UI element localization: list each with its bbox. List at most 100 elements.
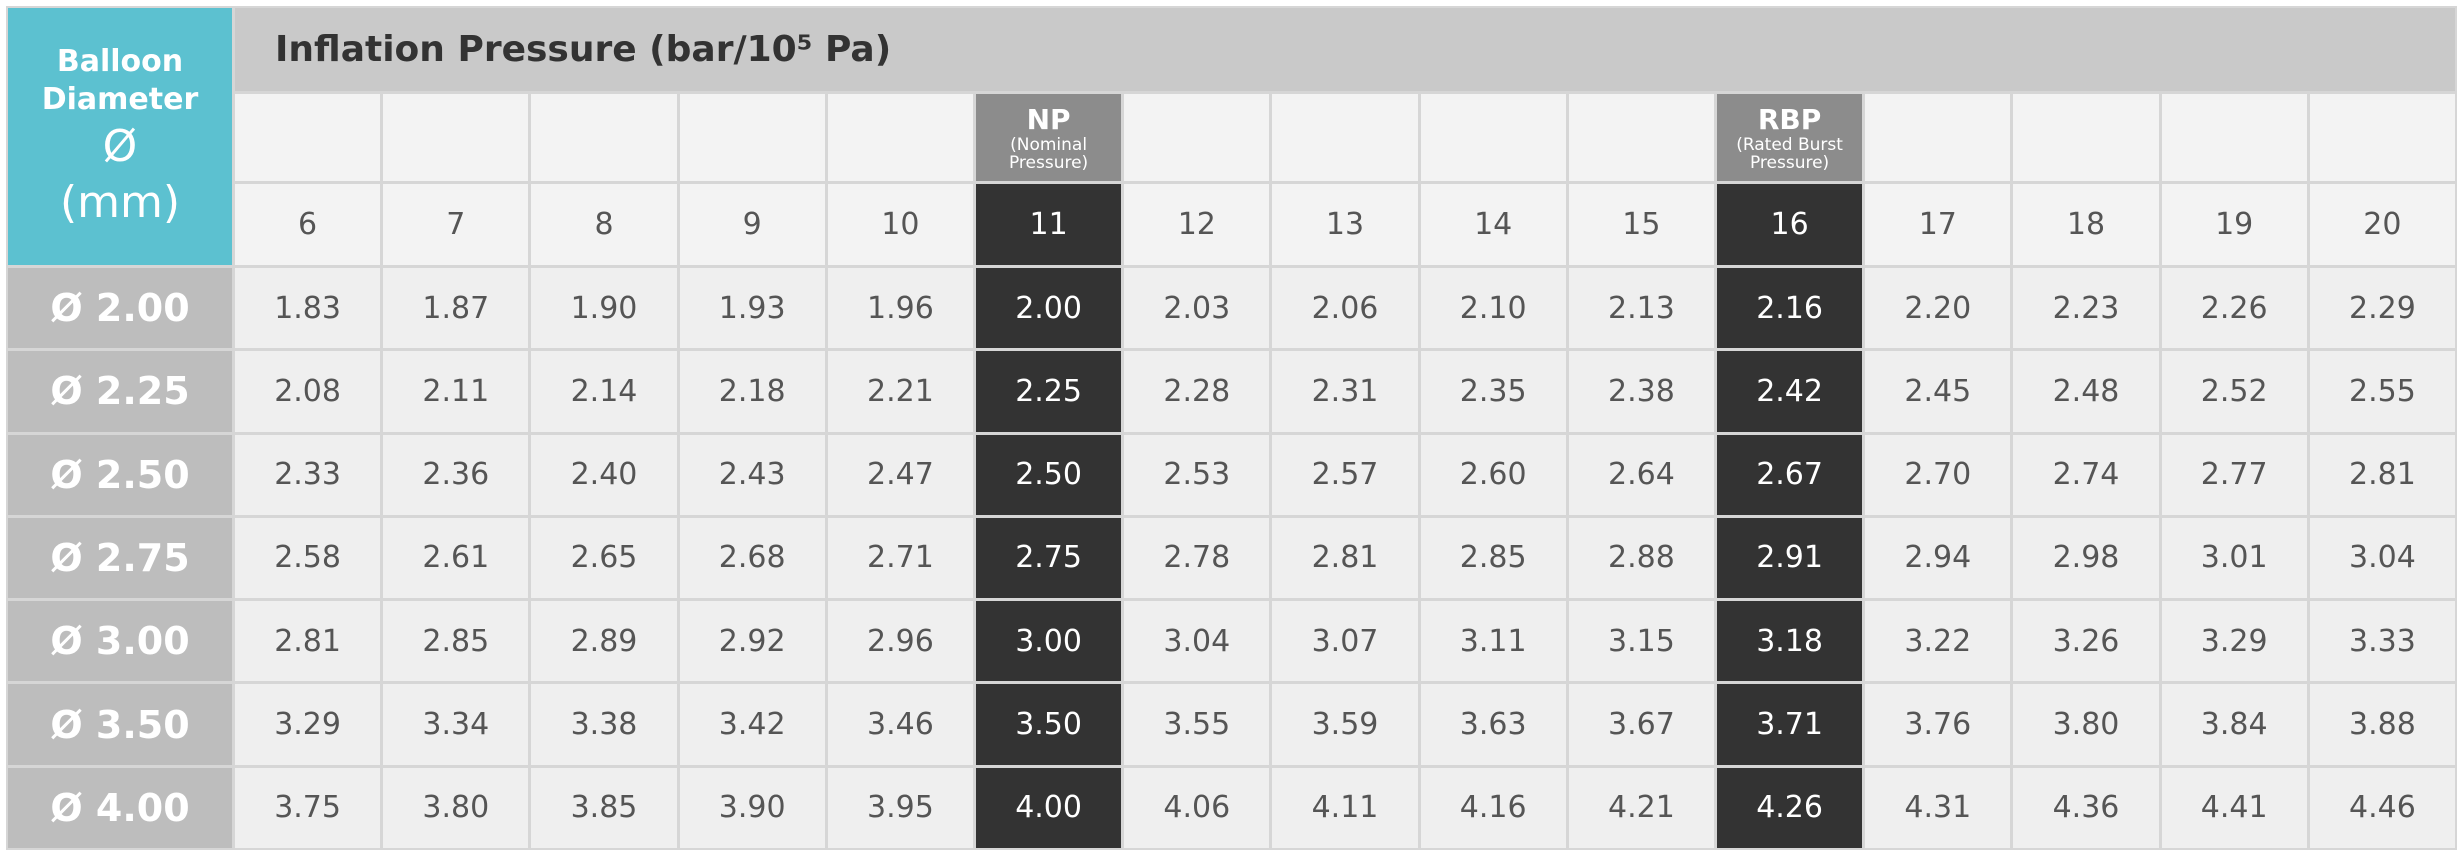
value-cell: 2.98 xyxy=(2013,517,2159,599)
pressure-header: 10 xyxy=(827,184,973,265)
value-cell: 2.18 xyxy=(679,351,825,432)
value-cell: 2.67 xyxy=(1716,434,1863,515)
corner-line: Ø xyxy=(102,120,138,172)
marker-cell xyxy=(383,94,529,181)
value-cell: 2.85 xyxy=(1420,517,1566,599)
value-cell: 2.43 xyxy=(679,434,825,515)
value-cell: 2.88 xyxy=(1568,517,1714,599)
value-cell: 3.63 xyxy=(1420,684,1566,765)
marker-cell xyxy=(1865,94,2011,181)
pressure-header: 15 xyxy=(1568,184,1714,265)
value-cell: 3.50 xyxy=(975,684,1122,765)
value-cell: 3.07 xyxy=(1272,601,1418,682)
value-cell: 4.26 xyxy=(1716,767,1863,848)
value-cell: 3.46 xyxy=(827,684,973,765)
pressure-header: 7 xyxy=(383,184,529,265)
marker-note: (Rated Burst Pressure) xyxy=(1736,134,1843,173)
value-cell: 2.29 xyxy=(2309,268,2455,349)
value-cell: 2.81 xyxy=(1272,517,1418,599)
marker-cell: RBP (Rated Burst Pressure) xyxy=(1716,94,1863,181)
value-cell: 2.81 xyxy=(235,601,381,682)
value-cell: 1.83 xyxy=(235,268,381,349)
pressure-header: 8 xyxy=(531,184,677,265)
value-cell: 2.91 xyxy=(1716,517,1863,599)
marker-cell xyxy=(2161,94,2307,181)
marker-cell xyxy=(1272,94,1418,181)
marker-cell xyxy=(1420,94,1566,181)
value-cell: 2.45 xyxy=(1865,351,2011,432)
pressure-table: Balloon Diameter Ø (mm) Inflation Pressu… xyxy=(6,6,2457,850)
pressure-header: 12 xyxy=(1124,184,1270,265)
value-cell: 2.06 xyxy=(1272,268,1418,349)
value-cell: 4.41 xyxy=(2161,767,2307,848)
value-cell: 2.92 xyxy=(679,601,825,682)
value-cell: 1.87 xyxy=(383,268,529,349)
value-cell: 3.29 xyxy=(2161,601,2307,682)
pressure-header: 17 xyxy=(1865,184,2011,265)
value-cell: 3.90 xyxy=(679,767,825,848)
value-cell: 2.53 xyxy=(1124,434,1270,515)
value-cell: 3.88 xyxy=(2309,684,2455,765)
value-cell: 2.57 xyxy=(1272,434,1418,515)
diameter-header: Ø 2.75 xyxy=(8,517,232,599)
corner-line: Diameter xyxy=(41,81,199,117)
value-cell: 2.31 xyxy=(1272,351,1418,432)
value-cell: 3.33 xyxy=(2309,601,2455,682)
value-cell: 2.16 xyxy=(1716,268,1863,349)
value-cell: 2.36 xyxy=(383,434,529,515)
value-cell: 2.81 xyxy=(2309,434,2455,515)
pressure-header: 18 xyxy=(2013,184,2159,265)
value-cell: 3.00 xyxy=(975,601,1122,682)
pressure-header: 11 xyxy=(975,184,1122,265)
value-cell: 2.85 xyxy=(383,601,529,682)
value-cell: 3.80 xyxy=(2013,684,2159,765)
diameter-header: Ø 2.00 xyxy=(8,268,232,349)
value-cell: 3.26 xyxy=(2013,601,2159,682)
pressure-header: 9 xyxy=(679,184,825,265)
value-cell: 2.08 xyxy=(235,351,381,432)
value-cell: 4.46 xyxy=(2309,767,2455,848)
value-cell: 2.47 xyxy=(827,434,973,515)
pressure-header: 13 xyxy=(1272,184,1418,265)
value-cell: 3.76 xyxy=(1865,684,2011,765)
table-title: Inflation Pressure (bar/10⁵ Pa) xyxy=(235,8,2455,91)
value-cell: 3.55 xyxy=(1124,684,1270,765)
value-cell: 2.96 xyxy=(827,601,973,682)
value-cell: 2.60 xyxy=(1420,434,1566,515)
marker-cell xyxy=(1124,94,1270,181)
marker-cell: NP (Nominal Pressure) xyxy=(975,94,1122,181)
value-cell: 4.31 xyxy=(1865,767,2011,848)
value-cell: 3.18 xyxy=(1716,601,1863,682)
value-cell: 3.75 xyxy=(235,767,381,848)
value-cell: 3.04 xyxy=(2309,517,2455,599)
value-cell: 2.58 xyxy=(235,517,381,599)
value-cell: 2.20 xyxy=(1865,268,2011,349)
value-cell: 2.52 xyxy=(2161,351,2307,432)
value-cell: 2.13 xyxy=(1568,268,1714,349)
value-cell: 4.11 xyxy=(1272,767,1418,848)
value-cell: 2.65 xyxy=(531,517,677,599)
value-cell: 2.26 xyxy=(2161,268,2307,349)
value-cell: 3.04 xyxy=(1124,601,1270,682)
value-cell: 2.38 xyxy=(1568,351,1714,432)
value-cell: 1.90 xyxy=(531,268,677,349)
diameter-header: Ø 4.00 xyxy=(8,767,232,848)
pressure-header: 16 xyxy=(1716,184,1863,265)
value-cell: 4.06 xyxy=(1124,767,1270,848)
value-cell: 2.78 xyxy=(1124,517,1270,599)
pressure-header: 20 xyxy=(2309,184,2455,265)
value-cell: 2.23 xyxy=(2013,268,2159,349)
value-cell: 3.71 xyxy=(1716,684,1863,765)
marker-cell xyxy=(1568,94,1714,181)
value-cell: 3.80 xyxy=(383,767,529,848)
value-cell: 3.67 xyxy=(1568,684,1714,765)
diameter-header: Ø 3.00 xyxy=(8,601,232,682)
value-cell: 3.84 xyxy=(2161,684,2307,765)
value-cell: 2.55 xyxy=(2309,351,2455,432)
value-cell: 3.42 xyxy=(679,684,825,765)
value-cell: 2.14 xyxy=(531,351,677,432)
corner-line: (mm) xyxy=(59,176,181,228)
value-cell: 2.71 xyxy=(827,517,973,599)
value-cell: 2.21 xyxy=(827,351,973,432)
